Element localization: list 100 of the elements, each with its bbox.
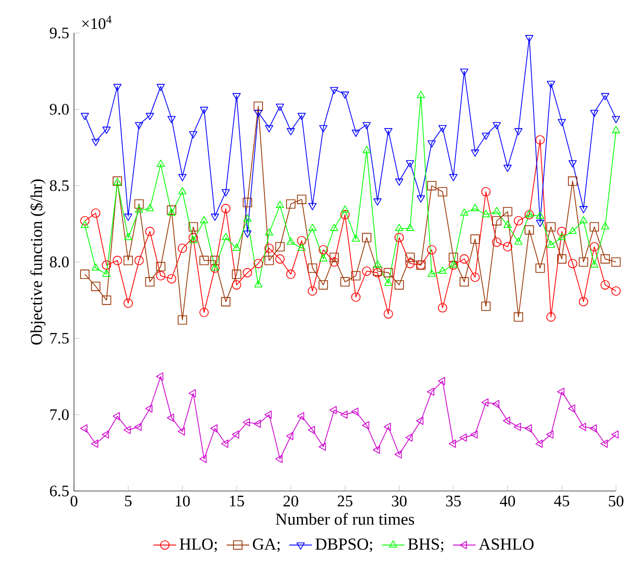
point — [113, 84, 122, 92]
point — [254, 280, 262, 288]
point — [394, 450, 402, 458]
point — [492, 216, 502, 226]
point — [536, 220, 544, 227]
point — [124, 426, 131, 434]
point — [524, 424, 532, 432]
point — [232, 270, 242, 279]
point — [221, 204, 230, 214]
point — [568, 160, 577, 168]
point — [492, 122, 501, 130]
x-tick-label: 45 — [554, 496, 570, 506]
point — [222, 189, 230, 196]
point — [611, 430, 619, 439]
point — [200, 216, 208, 224]
point — [514, 216, 524, 226]
point — [178, 187, 186, 194]
point — [481, 398, 488, 407]
point — [145, 277, 155, 287]
point — [482, 132, 490, 140]
point — [481, 187, 491, 196]
point — [406, 224, 414, 231]
point — [340, 92, 350, 99]
point — [546, 430, 554, 439]
point — [612, 116, 620, 124]
point — [351, 408, 358, 416]
point — [470, 272, 480, 282]
point — [330, 86, 338, 94]
point — [524, 225, 534, 235]
point — [405, 433, 413, 442]
point — [362, 232, 372, 242]
point — [91, 208, 100, 218]
point — [557, 388, 564, 396]
point — [416, 195, 425, 203]
point — [308, 426, 316, 434]
point — [167, 208, 176, 216]
point — [514, 312, 524, 322]
point — [264, 410, 272, 419]
point — [286, 270, 296, 279]
point — [254, 420, 261, 428]
point — [470, 150, 480, 157]
point — [221, 297, 230, 306]
point — [448, 252, 458, 262]
point — [428, 270, 436, 277]
point — [156, 271, 166, 280]
point — [590, 242, 599, 252]
legend-label: ASHLO — [478, 538, 534, 550]
point — [243, 214, 252, 222]
point — [535, 135, 545, 145]
point — [340, 205, 350, 213]
point — [308, 224, 317, 231]
point — [276, 104, 284, 111]
point — [590, 260, 598, 268]
point — [145, 404, 152, 413]
point — [210, 214, 220, 221]
point — [568, 404, 576, 413]
point — [243, 230, 252, 238]
point — [178, 427, 185, 436]
x-tick-label: 0 — [70, 496, 78, 506]
point — [242, 418, 250, 426]
point — [460, 68, 468, 76]
point — [329, 257, 339, 267]
point — [319, 254, 328, 262]
point — [578, 297, 588, 306]
point — [460, 277, 469, 287]
point — [578, 257, 588, 267]
point — [102, 270, 111, 277]
point — [351, 292, 361, 302]
point — [428, 140, 436, 148]
point — [438, 187, 448, 196]
point — [102, 126, 111, 134]
point — [167, 116, 176, 124]
point — [384, 128, 392, 136]
point — [112, 256, 122, 266]
point — [80, 216, 90, 226]
point — [200, 106, 208, 114]
point — [525, 35, 534, 42]
point — [612, 126, 620, 134]
point — [502, 416, 510, 425]
point — [124, 214, 132, 221]
point — [134, 199, 144, 209]
point — [275, 454, 282, 464]
point — [536, 212, 544, 219]
point — [178, 315, 188, 325]
point — [134, 422, 142, 431]
point — [492, 237, 502, 247]
point — [210, 424, 218, 432]
point — [124, 256, 133, 266]
point — [298, 112, 306, 120]
point — [578, 422, 586, 431]
point — [340, 410, 348, 419]
point — [481, 302, 491, 311]
point — [254, 102, 263, 111]
point — [329, 406, 337, 414]
point — [558, 119, 566, 126]
point — [579, 206, 588, 214]
point — [460, 254, 469, 264]
point — [286, 237, 295, 245]
point — [427, 245, 436, 254]
point — [188, 389, 196, 398]
